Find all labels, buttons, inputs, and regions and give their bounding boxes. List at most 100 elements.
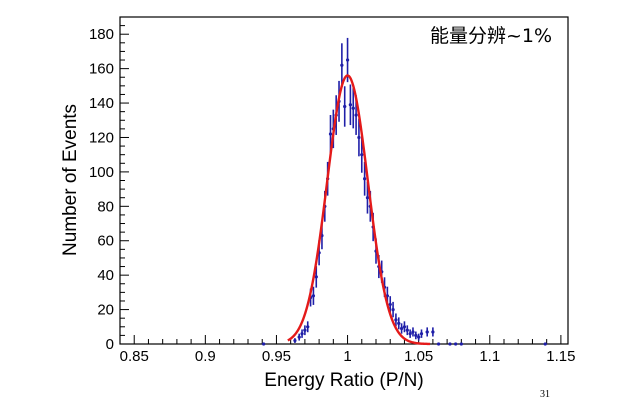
data-point — [543, 342, 547, 346]
x-axis-ticks — [119, 335, 562, 344]
x-tick-label: 1.1 — [479, 348, 500, 365]
point-marker — [454, 342, 458, 346]
point-marker — [543, 342, 547, 346]
x-tick-label: 0.95 — [262, 348, 291, 365]
x-tick-label: 0.9 — [195, 348, 216, 365]
fit-curve — [287, 74, 431, 346]
data-point — [343, 86, 347, 127]
point-marker — [425, 330, 429, 334]
data-point — [351, 88, 355, 129]
y-tick-label: 180 — [89, 26, 114, 43]
data-point — [431, 327, 435, 337]
slide-number: 31 — [540, 389, 550, 400]
data-points — [262, 37, 547, 346]
point-marker — [394, 318, 398, 322]
data-point — [262, 342, 266, 346]
point-marker — [311, 294, 316, 298]
point-marker — [340, 63, 344, 67]
y-tick-label: 120 — [89, 129, 114, 146]
data-point — [306, 321, 310, 333]
data-point — [459, 342, 463, 346]
y-axis-tick-labels: 0 20 40 60 80 100 120 140 160 180 — [89, 26, 114, 353]
resolution-annotation: 能量分辨~1% — [430, 25, 552, 47]
data-point — [405, 325, 409, 336]
data-point — [394, 313, 398, 327]
data-point — [402, 321, 407, 333]
data-point — [311, 286, 316, 305]
point-marker — [293, 338, 297, 343]
data-point — [448, 342, 452, 346]
point-marker — [297, 335, 301, 339]
data-point — [357, 118, 361, 157]
point-marker — [411, 330, 415, 334]
y-tick-label: 140 — [89, 95, 114, 112]
data-point — [391, 301, 395, 318]
y-tick-label: 160 — [89, 61, 114, 78]
data-point — [297, 333, 301, 341]
point-marker — [402, 325, 407, 329]
data-point — [411, 327, 415, 337]
point-marker — [343, 104, 347, 109]
point-marker — [314, 275, 318, 279]
data-point — [303, 325, 307, 336]
y-tick-label: 20 — [97, 302, 114, 319]
point-marker — [405, 328, 409, 332]
x-tick-label: 1.15 — [546, 348, 575, 365]
point-marker — [419, 332, 424, 336]
point-marker — [431, 330, 435, 334]
point-marker — [363, 177, 367, 181]
x-tick-label: 0.85 — [120, 348, 149, 365]
point-marker — [328, 132, 333, 136]
point-marker — [459, 342, 463, 346]
y-axis-title: Number of Events — [60, 104, 81, 256]
point-marker — [414, 333, 418, 337]
point-marker — [303, 328, 307, 332]
data-point — [314, 266, 318, 288]
point-marker — [262, 342, 266, 346]
data-point — [397, 317, 401, 330]
point-marker — [348, 103, 352, 107]
point-marker — [388, 302, 392, 307]
y-tick-label: 80 — [97, 198, 114, 215]
data-point — [340, 43, 344, 88]
y-tick-label: 40 — [97, 267, 114, 284]
point-marker — [300, 332, 304, 336]
point-marker — [357, 135, 361, 140]
data-point — [348, 84, 352, 126]
point-marker — [400, 326, 404, 331]
plot-frame — [119, 16, 569, 345]
point-marker — [417, 335, 421, 339]
x-tick-label: 1 — [343, 348, 351, 365]
x-axis-tick-labels: 0.85 0.9 0.95 1 1.05 1.1 1.15 — [120, 348, 576, 365]
point-marker — [397, 321, 401, 325]
point-marker — [365, 196, 370, 200]
data-point — [293, 338, 297, 343]
data-point — [363, 161, 367, 196]
point-marker — [448, 342, 452, 346]
data-point — [300, 329, 304, 338]
data-point — [419, 329, 424, 338]
point-marker — [360, 153, 364, 157]
point-marker — [351, 106, 355, 110]
point-marker — [408, 332, 412, 336]
point-marker — [354, 113, 358, 117]
y-tick-label: 0 — [106, 336, 114, 353]
data-point — [436, 342, 441, 346]
data-point — [425, 327, 429, 337]
data-point — [454, 342, 458, 346]
x-axis-title: Energy Ratio (P/N) — [264, 370, 423, 391]
x-tick-label: 1.05 — [404, 348, 433, 365]
data-point — [388, 296, 392, 313]
y-tick-label: 100 — [89, 164, 114, 181]
data-point — [417, 333, 421, 341]
data-point — [414, 331, 418, 340]
point-marker — [345, 58, 350, 62]
point-marker — [391, 307, 395, 312]
point-marker — [306, 325, 310, 329]
y-tick-label: 60 — [97, 233, 114, 250]
data-point — [408, 329, 412, 338]
point-marker — [436, 342, 441, 346]
y-axis-ticks — [120, 16, 129, 345]
data-point — [400, 323, 404, 334]
